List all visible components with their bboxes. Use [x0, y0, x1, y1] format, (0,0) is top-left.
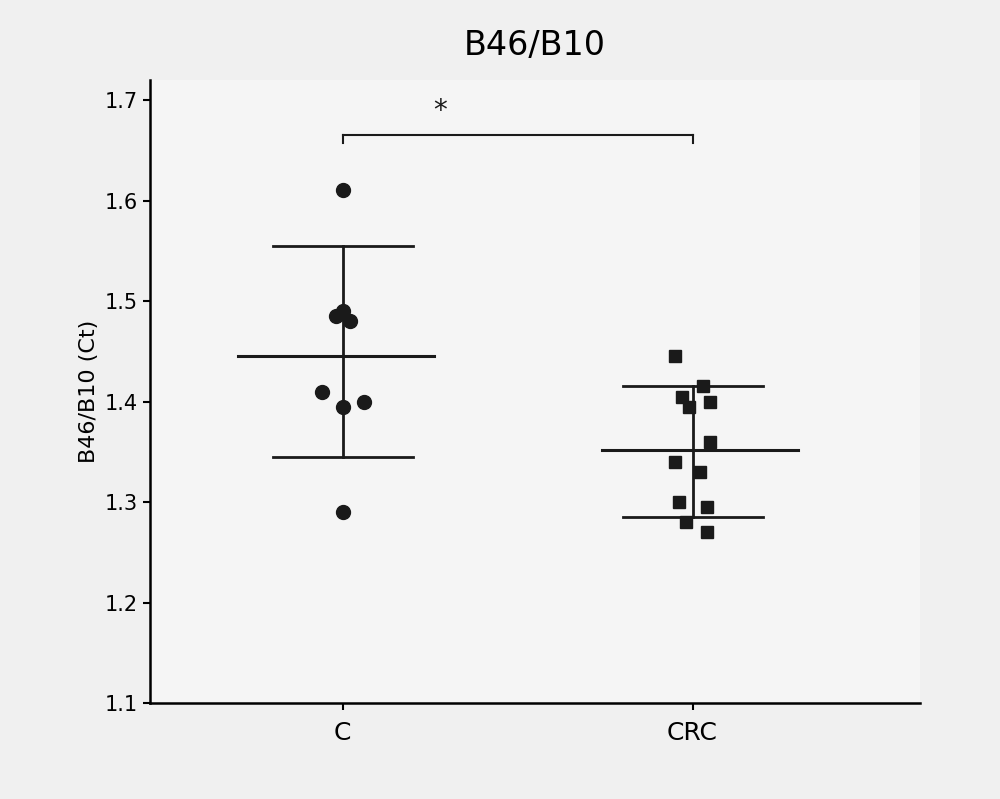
Title: B46/B10: B46/B10 — [464, 29, 606, 62]
Y-axis label: B46/B10 (Ct): B46/B10 (Ct) — [79, 320, 99, 463]
Text: *: * — [434, 97, 447, 125]
